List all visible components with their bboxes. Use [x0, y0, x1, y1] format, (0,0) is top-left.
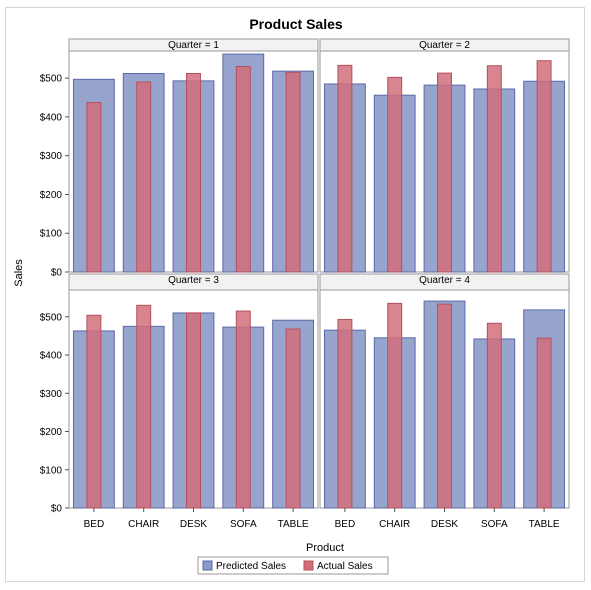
legend-swatch-predicted — [202, 560, 213, 571]
legend: Predicted Sales Actual Sales — [197, 556, 389, 575]
legend-label-actual: Actual Sales — [317, 561, 373, 572]
y-tick-label: $100 — [40, 465, 63, 476]
y-tick-label: $200 — [40, 427, 63, 438]
panel-4: Quarter = 4 BED CHAIR DESK SOFA TABLE — [319, 273, 570, 530]
panel-2: Quarter = 2 — [319, 38, 570, 273]
bar-actual — [337, 64, 353, 273]
x-tick-label: DESK — [431, 519, 459, 530]
y-tick-label: $200 — [40, 190, 63, 201]
bar-actual — [235, 66, 251, 273]
x-tick-label: TABLE — [529, 519, 560, 530]
x-tick-label: CHAIR — [379, 519, 410, 530]
bar-actual — [86, 314, 102, 509]
x-tick-label: BED — [84, 519, 105, 530]
x-axis-label: Product — [306, 542, 344, 554]
y-tick-label: $500 — [40, 312, 63, 323]
bar-actual — [235, 310, 251, 509]
bar-actual — [437, 72, 452, 273]
chart-title: Product Sales — [249, 16, 343, 32]
y-axis-label: Sales — [13, 259, 25, 287]
bar-actual — [285, 71, 301, 273]
y-tick-label: $0 — [51, 504, 63, 515]
bar-actual — [486, 322, 502, 509]
x-tick-label: SOFA — [230, 519, 257, 530]
bar-actual — [387, 76, 403, 273]
bar-actual — [186, 312, 201, 509]
bar-actual — [536, 60, 552, 273]
bar-actual — [536, 337, 552, 509]
bar-actual — [285, 328, 301, 509]
panel-label: Quarter = 2 — [419, 40, 470, 51]
legend-label-predicted: Predicted Sales — [216, 561, 286, 572]
y-tick-label: $400 — [40, 112, 63, 123]
bar-actual — [337, 318, 353, 509]
panel-label: Quarter = 4 — [419, 275, 470, 286]
legend-box — [197, 556, 389, 575]
bar-actual — [86, 102, 102, 273]
bar-actual — [437, 303, 452, 509]
panel-label: Quarter = 1 — [168, 40, 219, 51]
y-tick-label: $300 — [40, 151, 63, 162]
bar-actual — [136, 304, 152, 509]
x-tick-label: TABLE — [278, 519, 309, 530]
y-tick-label: $500 — [40, 74, 63, 85]
y-tick-label: $300 — [40, 389, 63, 400]
panel-label: Quarter = 3 — [168, 275, 219, 286]
legend-swatch-actual — [303, 560, 314, 571]
bar-actual — [136, 81, 152, 273]
x-tick-label: DESK — [180, 519, 208, 530]
y-tick-label: $400 — [40, 351, 63, 362]
bar-actual — [486, 65, 502, 273]
bar-actual — [186, 72, 201, 273]
x-tick-label: CHAIR — [128, 519, 159, 530]
y-tick-label: $0 — [51, 268, 63, 279]
bar-actual — [387, 302, 403, 509]
x-tick-label: BED — [335, 519, 356, 530]
panel-1: Quarter = 1 $0 $100 $200 $300 $400 $500 — [40, 38, 319, 279]
panel-3: Quarter = 3 $0 $100 $200 $300 $400 $500 BED CHAI… — [40, 273, 319, 530]
y-tick-label: $100 — [40, 229, 63, 240]
x-tick-label: SOFA — [481, 519, 508, 530]
chart-panels: Quarter = 1$0$100$200$300$400$500Quarter… — [40, 38, 570, 530]
